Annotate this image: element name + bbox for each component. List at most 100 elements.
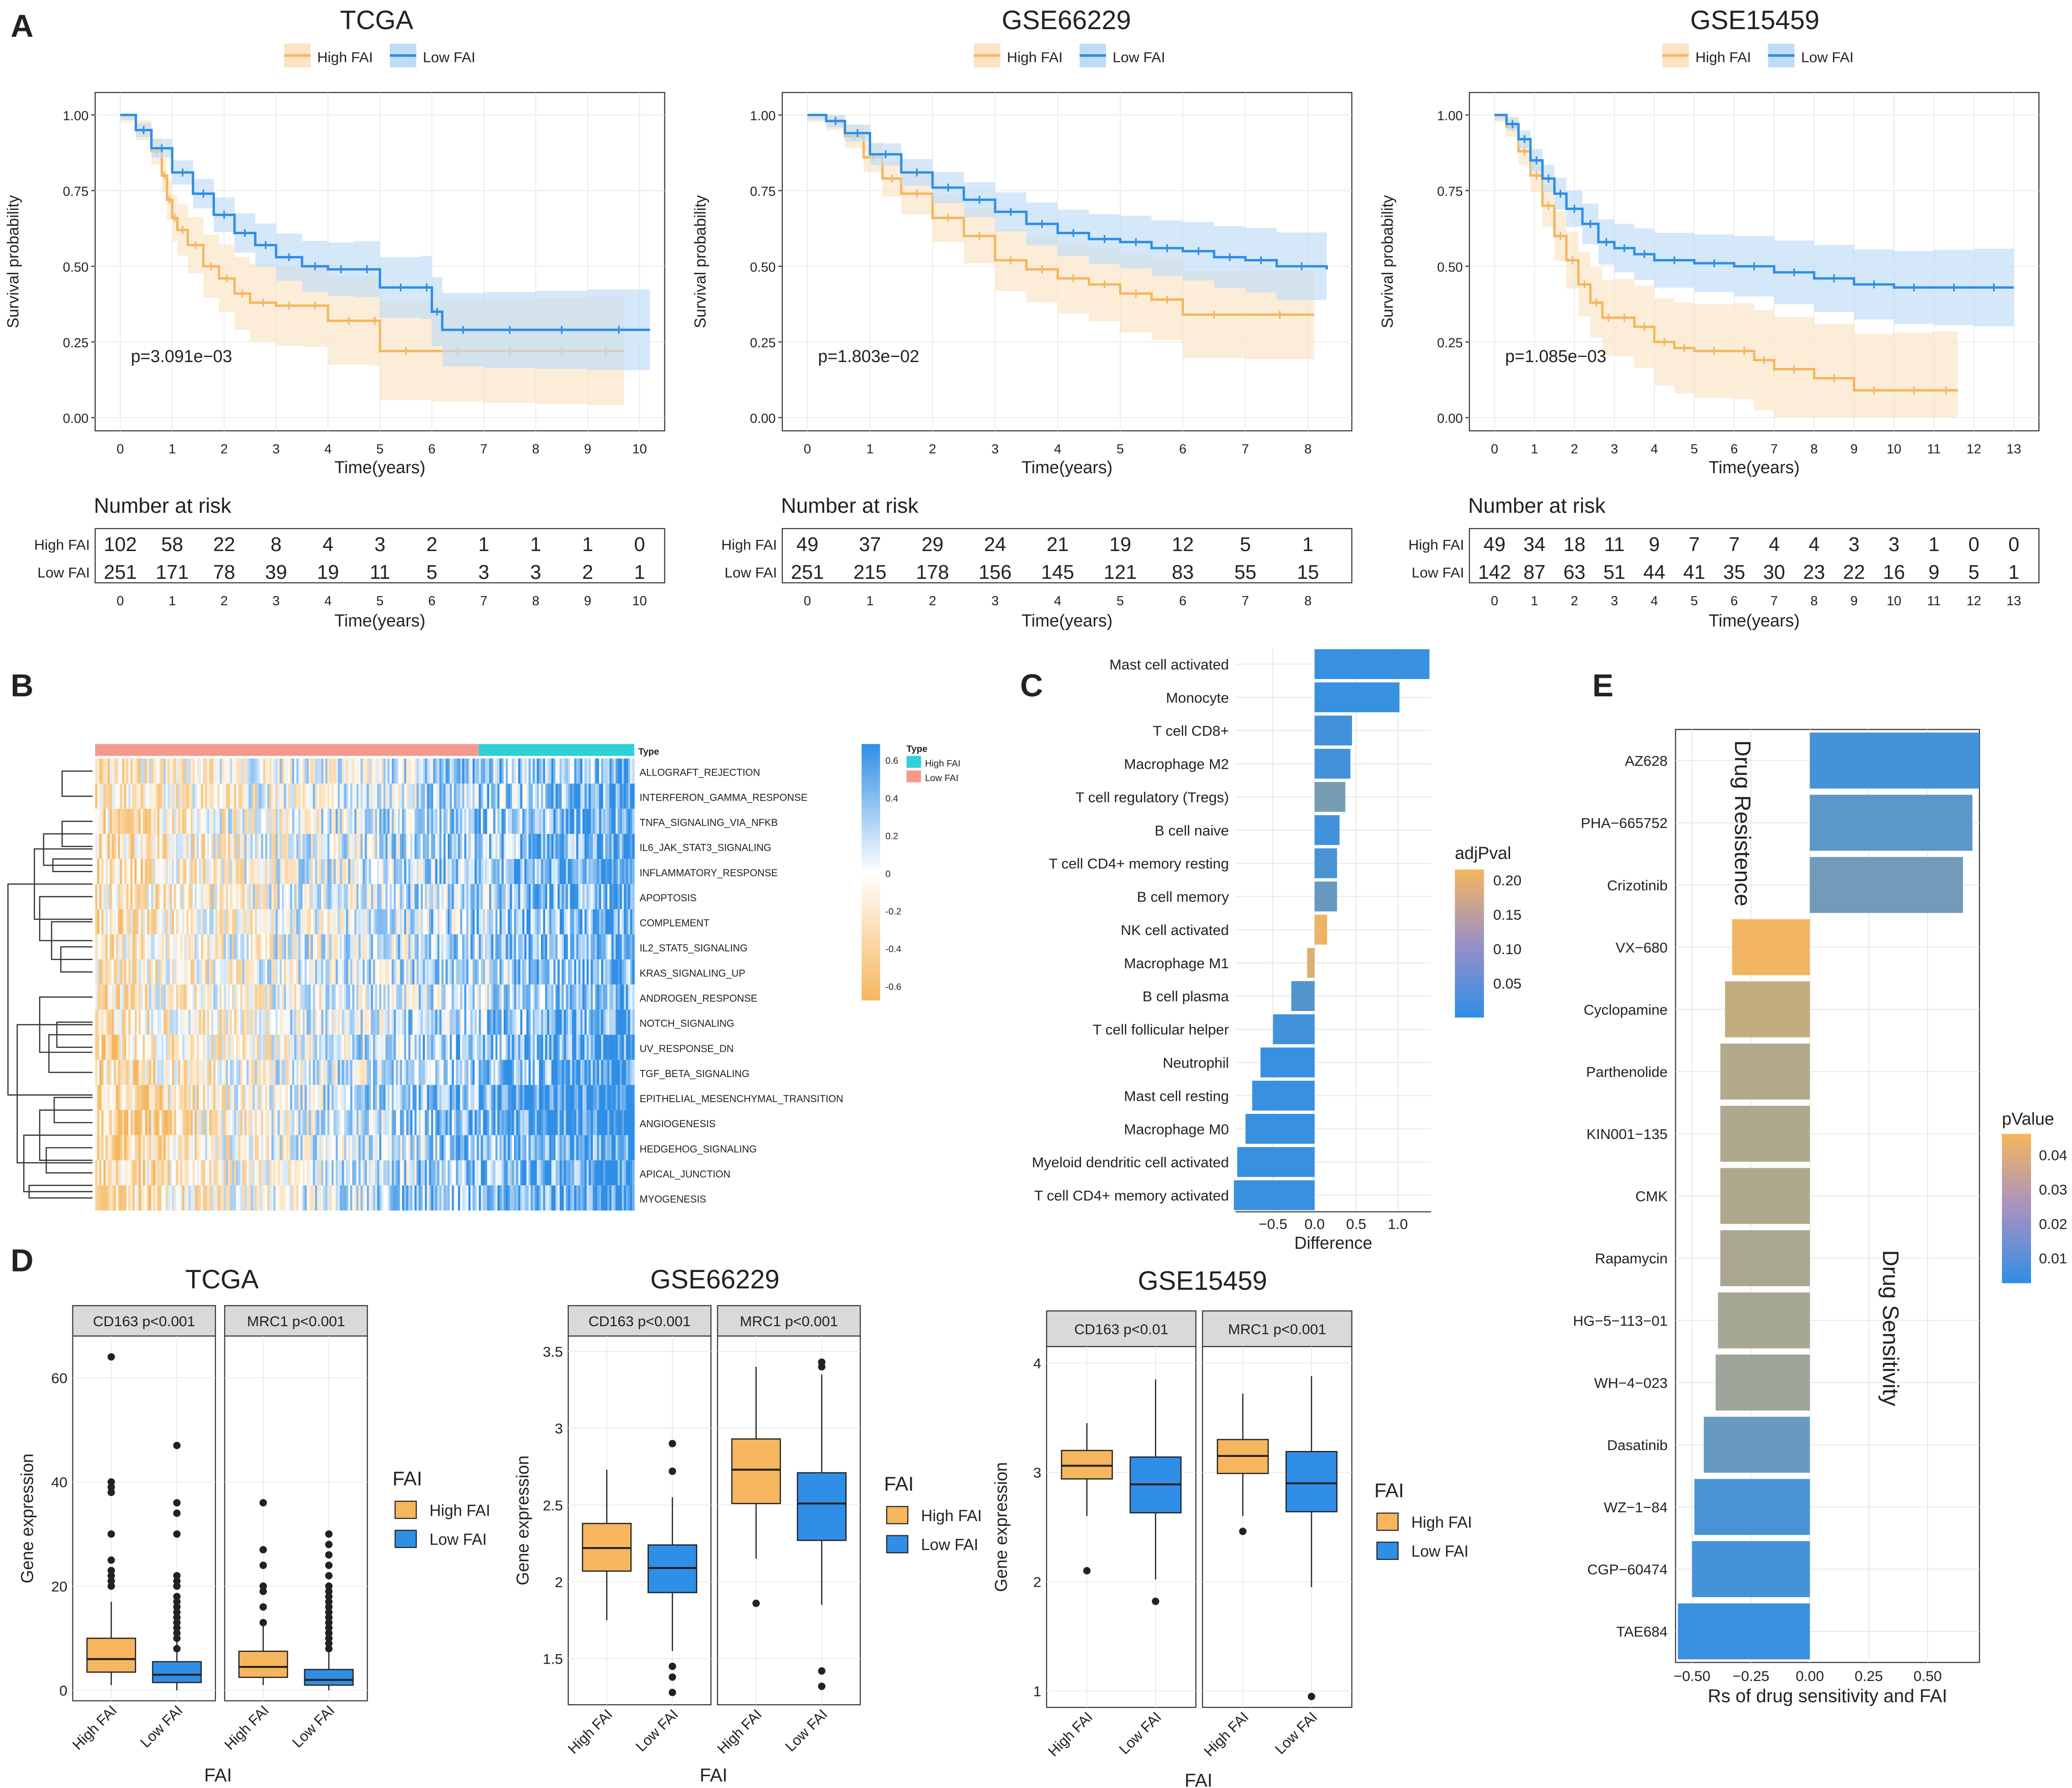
risk-value-low: 55 bbox=[1235, 562, 1256, 583]
heatmap-cell bbox=[595, 984, 597, 1010]
heatmap-cell bbox=[244, 1060, 247, 1085]
heatmap-cell bbox=[109, 1110, 112, 1135]
heatmap-cell bbox=[321, 909, 324, 935]
risk-value-low: 39 bbox=[265, 562, 287, 583]
heatmap-cell bbox=[178, 884, 181, 909]
y-tick-label: 0.50 bbox=[63, 260, 88, 275]
heatmap-cell bbox=[209, 859, 212, 884]
heatmap-cell bbox=[412, 959, 415, 985]
heatmap-cell bbox=[566, 808, 569, 834]
heatmap-cell bbox=[155, 808, 158, 834]
heatmap-cell bbox=[559, 984, 562, 1010]
heatmap-cell bbox=[613, 808, 616, 834]
heatmap-cell bbox=[418, 758, 421, 784]
heatmap-cell bbox=[543, 833, 546, 859]
heatmap-cell bbox=[209, 1060, 212, 1085]
heatmap-cell bbox=[300, 959, 303, 985]
heatmap-cell bbox=[499, 1060, 502, 1085]
heatmap-cell bbox=[559, 959, 562, 985]
heatmap-cell bbox=[180, 1110, 183, 1135]
heatmap-cell bbox=[263, 833, 266, 859]
heatmap-cell bbox=[429, 934, 432, 960]
heatmap-cell bbox=[501, 984, 504, 1010]
heatmap-cell bbox=[599, 859, 602, 884]
heatmap-cell bbox=[408, 758, 411, 784]
heatmap-cell bbox=[180, 1009, 183, 1035]
heatmap-cell bbox=[257, 984, 260, 1010]
heatmap-cell bbox=[132, 1060, 135, 1085]
heatmap-cell bbox=[327, 783, 330, 809]
heatmap-cell bbox=[505, 1060, 508, 1085]
heatmap-cell bbox=[99, 934, 102, 960]
heatmap-cell bbox=[566, 1035, 569, 1060]
heatmap-cell bbox=[377, 808, 380, 834]
heatmap-cell bbox=[518, 808, 521, 834]
heatmap-cell bbox=[120, 1110, 123, 1135]
heatmap-cell bbox=[329, 859, 332, 884]
heatmap-cell bbox=[423, 758, 425, 784]
heatmap-cell bbox=[383, 783, 386, 809]
heatmap-cell bbox=[443, 909, 446, 935]
heatmap-cell bbox=[186, 783, 189, 809]
heatmap-cell bbox=[317, 783, 320, 809]
heatmap-cell bbox=[620, 1060, 623, 1085]
heatmap-cell bbox=[126, 909, 129, 935]
heatmap-cell bbox=[240, 909, 243, 935]
heatmap-cell bbox=[336, 884, 338, 909]
heatmap-cell bbox=[225, 1060, 229, 1085]
heatmap-cell bbox=[242, 884, 245, 909]
heatmap-cell bbox=[613, 959, 616, 985]
heatmap-cell bbox=[381, 859, 384, 884]
heatmap-cell bbox=[165, 1085, 168, 1110]
heatmap-cell bbox=[396, 1160, 398, 1185]
risk-x-tick-label: 10 bbox=[1887, 594, 1901, 608]
heatmap-cell bbox=[373, 758, 376, 784]
heatmap-cell bbox=[373, 1110, 376, 1135]
heatmap-cell bbox=[591, 758, 593, 784]
heatmap-cell bbox=[240, 934, 243, 960]
heatmap-cell bbox=[393, 859, 397, 884]
heatmap-cell bbox=[298, 909, 301, 935]
heatmap-cell bbox=[224, 1060, 226, 1085]
heatmap-row-label: ALLOGRAFT_REJECTION bbox=[639, 766, 760, 778]
heatmap-cell bbox=[342, 1185, 345, 1211]
heatmap-cell bbox=[570, 859, 573, 884]
heatmap-cell bbox=[253, 1110, 255, 1135]
heatmap-cell bbox=[493, 833, 496, 859]
heatmap-cell bbox=[244, 1135, 247, 1160]
heatmap-cell bbox=[572, 859, 575, 884]
heatmap-cell bbox=[141, 1085, 143, 1110]
heatmap-cell bbox=[628, 984, 631, 1010]
heatmap-cell bbox=[427, 959, 429, 985]
heatmap-cell bbox=[141, 984, 143, 1010]
heatmap-cell bbox=[396, 934, 398, 960]
heatmap-cell bbox=[385, 1060, 388, 1085]
heatmap-cell bbox=[174, 1135, 177, 1160]
x-axis-title: Time(years) bbox=[334, 458, 425, 477]
heatmap-cell bbox=[497, 1135, 500, 1160]
heatmap-cell bbox=[433, 783, 436, 809]
heatmap-cell bbox=[147, 1035, 150, 1060]
heatmap-cell bbox=[439, 1060, 442, 1085]
heatmap-cell bbox=[362, 783, 365, 809]
heatmap-cell bbox=[201, 1110, 204, 1135]
heatmap-cell bbox=[449, 808, 453, 834]
heatmap-cell bbox=[375, 959, 378, 985]
heatmap-cell bbox=[248, 1060, 251, 1085]
heatmap-cell bbox=[445, 859, 448, 884]
heatmap-cell bbox=[176, 1060, 179, 1085]
heatmap-cell bbox=[601, 884, 604, 909]
heatmap-cell bbox=[505, 984, 508, 1010]
heatmap-cell bbox=[346, 1035, 349, 1060]
heatmap-cell bbox=[184, 1060, 187, 1085]
heatmap-cell bbox=[184, 1085, 187, 1110]
heatmap-cell bbox=[383, 884, 386, 909]
heatmap-cell bbox=[176, 984, 179, 1010]
heatmap-cell bbox=[526, 1060, 529, 1085]
heatmap-cell bbox=[539, 1035, 541, 1060]
heatmap-cell bbox=[364, 833, 367, 859]
heatmap-cell bbox=[601, 859, 604, 884]
heatmap-cell bbox=[242, 959, 245, 985]
heatmap-cell bbox=[470, 808, 473, 834]
heatmap-cell bbox=[105, 1035, 108, 1060]
